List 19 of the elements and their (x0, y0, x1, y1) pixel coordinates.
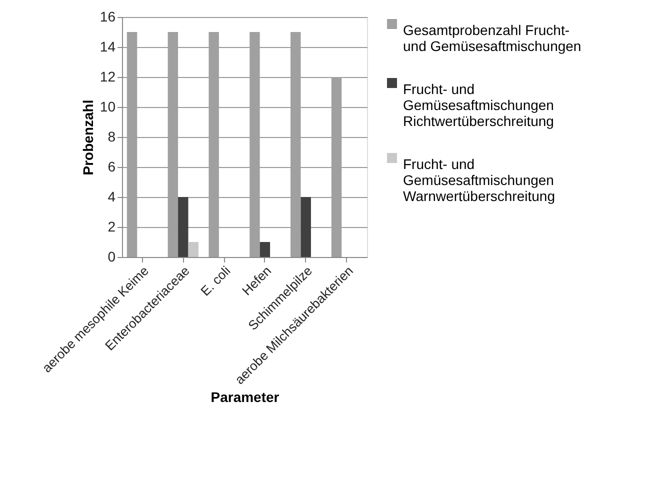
y-tick-label: 4 (108, 188, 116, 204)
bar (178, 197, 188, 257)
y-tick-label: 12 (100, 68, 116, 84)
y-tick-label: 14 (100, 38, 116, 54)
x-axis-title: Parameter (210, 389, 280, 406)
bar (260, 242, 270, 257)
legend-label: Frucht- und Gemüsesaftmischungen Warnwertüberschreitung (403, 156, 555, 204)
y-tick-label: 10 (100, 98, 116, 114)
legend-label: Frucht- und Gemüsesaftmischungen Richtwertüberschreitung (403, 81, 554, 129)
y-tick-label: 8 (108, 128, 116, 144)
y-tick-label: 6 (108, 158, 116, 174)
y-tick-label: 2 (108, 218, 116, 234)
bar (300, 197, 311, 257)
y-tick-label: 0 (108, 248, 116, 264)
legend-label: Gesamtprobenzahl Frucht- und Gemüsesaftmischungen (403, 22, 582, 54)
x-tick-label: E. coli (198, 263, 234, 299)
bar (188, 242, 198, 257)
y-tick-label: 16 (100, 8, 116, 24)
y-axis-title: Probenzahl (80, 100, 96, 176)
